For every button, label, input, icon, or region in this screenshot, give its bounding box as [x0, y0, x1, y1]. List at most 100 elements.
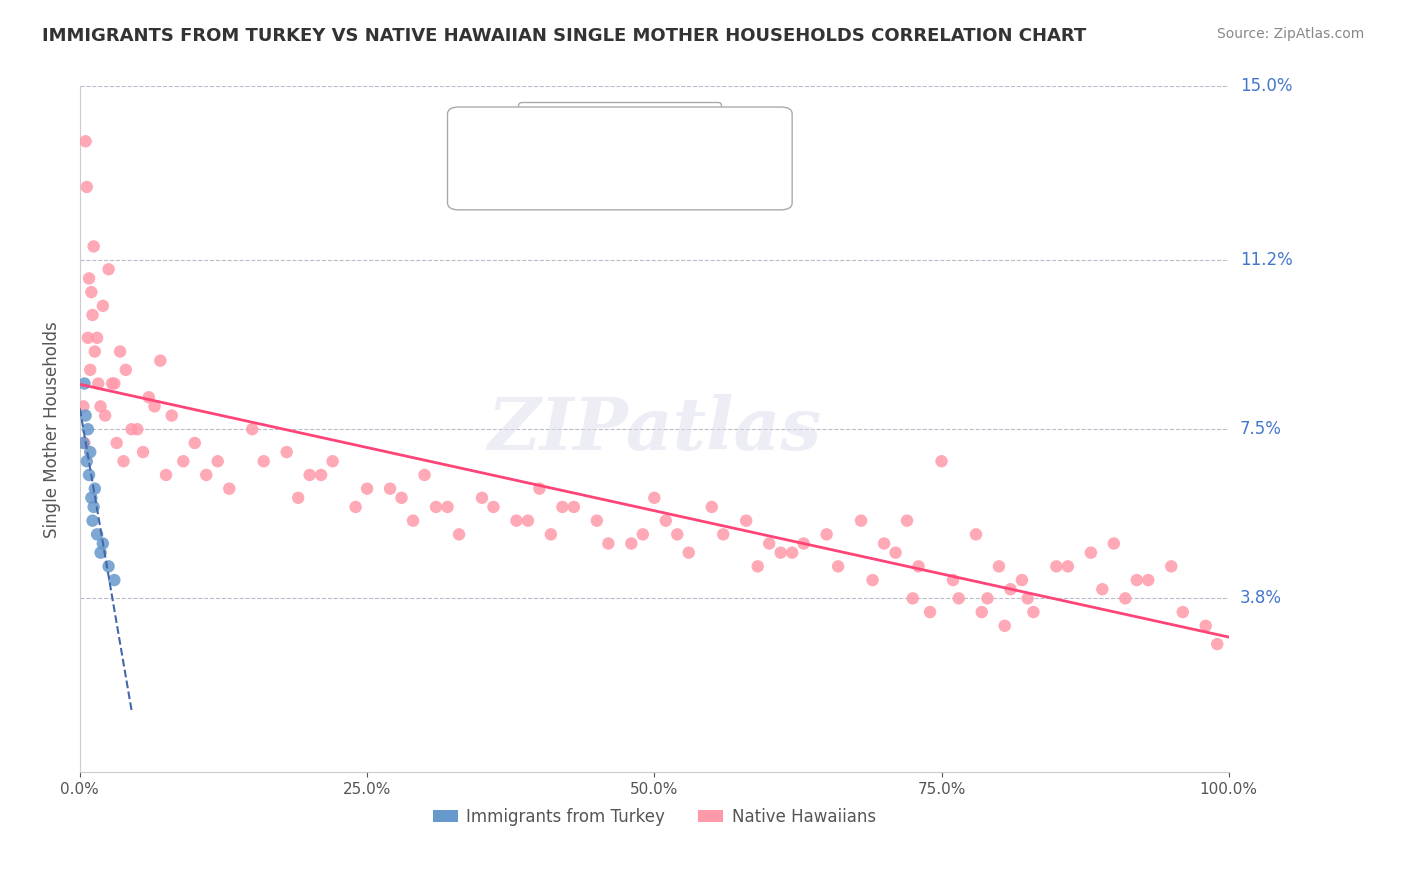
Point [678, 546, 700, 560]
Point [1022, 605, 1045, 619]
Point [82, 308, 104, 322]
Point [1000, 582, 1022, 597]
Point [976, 591, 998, 606]
Text: 3.8%: 3.8% [1240, 590, 1282, 607]
Point [94, 409, 117, 423]
Point [540, 527, 562, 541]
Point [873, 536, 896, 550]
Point [780, 546, 803, 560]
Y-axis label: Single Mother Households: Single Mother Households [44, 321, 60, 538]
Point [207, 454, 229, 468]
Point [75, 409, 97, 423]
Point [90, 400, 112, 414]
Point [138, 390, 160, 404]
Point [862, 573, 884, 587]
Point [218, 482, 240, 496]
Point [1057, 559, 1080, 574]
Point [1137, 573, 1160, 587]
Point [121, 422, 143, 436]
Point [73, 376, 96, 391]
Point [1171, 605, 1194, 619]
Point [529, 482, 551, 496]
Point [562, 500, 585, 514]
Point [1080, 546, 1102, 560]
Point [195, 467, 218, 482]
Point [948, 591, 970, 606]
Point [103, 573, 125, 587]
Point [1011, 573, 1033, 587]
Point [884, 546, 907, 560]
Point [896, 514, 918, 528]
Point [97, 559, 120, 574]
Point [76, 180, 98, 194]
Point [747, 559, 769, 574]
Point [80, 285, 103, 299]
Point [149, 353, 172, 368]
Point [391, 491, 413, 505]
Point [425, 500, 447, 514]
Point [643, 491, 665, 505]
Point [1206, 637, 1229, 651]
Point [91, 536, 114, 550]
Point [987, 559, 1010, 574]
Point [103, 376, 125, 391]
Point [77, 467, 100, 482]
Point [240, 422, 263, 436]
Point [132, 445, 155, 459]
Point [1091, 582, 1114, 597]
Point [90, 546, 112, 560]
Text: 15.0%: 15.0% [1240, 78, 1292, 95]
Point [631, 527, 654, 541]
Point [77, 331, 100, 345]
Point [758, 536, 780, 550]
Point [77, 422, 100, 436]
Point [79, 363, 101, 377]
Point [344, 500, 367, 514]
Point [482, 500, 505, 514]
Point [413, 467, 436, 482]
Point [586, 514, 609, 528]
Point [901, 591, 924, 606]
Point [87, 376, 110, 391]
Point [184, 436, 207, 450]
Point [172, 454, 194, 468]
Text: IMMIGRANTS FROM TURKEY VS NATIVE HAWAIIAN SINGLE MOTHER HOUSEHOLDS CORRELATION C: IMMIGRANTS FROM TURKEY VS NATIVE HAWAIIA… [42, 27, 1087, 45]
Point [378, 482, 401, 496]
Point [942, 573, 965, 587]
Text: Source: ZipAtlas.com: Source: ZipAtlas.com [1216, 27, 1364, 41]
Point [75, 134, 97, 148]
Point [86, 527, 108, 541]
Point [907, 559, 929, 574]
Point [1114, 591, 1136, 606]
Point [655, 514, 678, 528]
Point [1160, 559, 1182, 574]
Point [516, 514, 538, 528]
Point [700, 500, 723, 514]
Point [1017, 591, 1039, 606]
Point [143, 400, 166, 414]
Point [287, 491, 309, 505]
Point [112, 454, 135, 468]
Point [80, 491, 103, 505]
Point [769, 546, 792, 560]
Point [827, 559, 849, 574]
Point [72, 436, 94, 450]
Point [447, 527, 470, 541]
Point [356, 482, 378, 496]
Point [815, 527, 838, 541]
Point [86, 331, 108, 345]
Point [79, 445, 101, 459]
Point [505, 514, 527, 528]
Point [127, 422, 149, 436]
Point [1126, 573, 1149, 587]
Legend: Immigrants from Turkey, Native Hawaiians: Immigrants from Turkey, Native Hawaiians [426, 801, 883, 832]
Point [253, 454, 276, 468]
Point [83, 482, 105, 496]
Point [160, 409, 183, 423]
Point [666, 527, 689, 541]
Point [83, 239, 105, 253]
Point [83, 500, 105, 514]
Point [598, 536, 620, 550]
Point [82, 514, 104, 528]
Point [155, 467, 177, 482]
